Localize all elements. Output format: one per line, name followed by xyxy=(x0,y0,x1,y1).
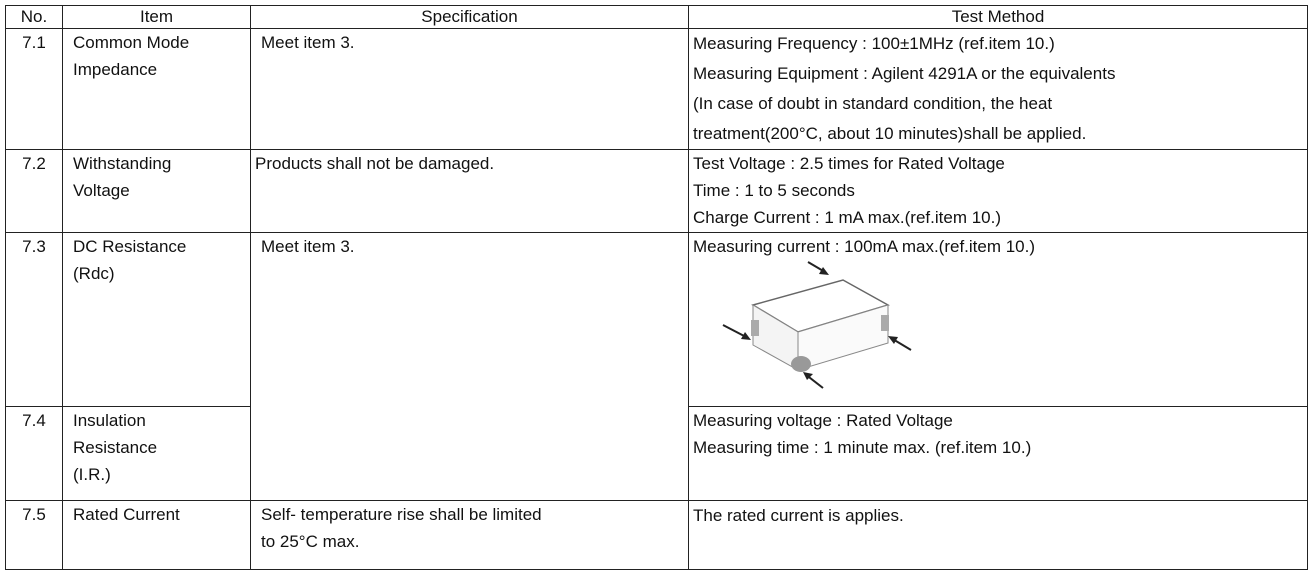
method-cell: The rated current is applies. xyxy=(689,501,1308,570)
cell-line: (Rdc) xyxy=(73,260,246,287)
cell-line: Voltage xyxy=(73,177,246,204)
spec-cell: Products shall not be damaged. xyxy=(251,150,689,233)
cell-line: DC Resistance xyxy=(73,233,246,260)
measurement-diagram xyxy=(693,260,913,395)
cell-line: Insulation xyxy=(73,407,246,434)
cell-line: Measuring Frequency : 100±1MHz (ref.item… xyxy=(693,29,1303,59)
page: No. Item Specification Test Method 7.1Co… xyxy=(0,0,1314,570)
cell-line: (In case of doubt in standard condition,… xyxy=(693,89,1303,119)
cell-line: Time : 1 to 5 seconds xyxy=(693,177,1303,204)
cell-line: Measuring time : 1 minute max. (ref.item… xyxy=(693,434,1303,461)
item-cell: Rated Current xyxy=(63,501,251,570)
cell-line: The rated current is applies. xyxy=(693,501,1303,531)
header-cell: Item xyxy=(63,6,251,29)
no-cell: 7.2 xyxy=(6,150,63,233)
cell-line: Withstanding xyxy=(73,150,246,177)
cell-line: Measuring voltage : Rated Voltage xyxy=(693,407,1303,434)
no-cell: 7.3 xyxy=(6,233,63,407)
header-cell: No. xyxy=(6,6,63,29)
cell-line: 7.2 xyxy=(10,150,58,177)
cell-line: (I.R.) xyxy=(73,461,246,488)
method-cell: Measuring Frequency : 100±1MHz (ref.item… xyxy=(689,29,1308,150)
method-cell: Measuring current : 100mA max.(ref.item … xyxy=(689,233,1308,407)
cell-line: Common Mode xyxy=(73,29,246,56)
cell-line: Self- temperature rise shall be limited xyxy=(255,501,684,528)
spec-cell: Meet item 3. xyxy=(251,233,689,501)
cell-line: Meet item 3. xyxy=(255,233,684,260)
cell-line: Charge Current : 1 mA max.(ref.item 10.) xyxy=(693,204,1303,231)
method-cell: Test Voltage : 2.5 times for Rated Volta… xyxy=(689,150,1308,233)
cell-line: Products shall not be damaged. xyxy=(255,150,684,177)
cell-line: Resistance xyxy=(73,434,246,461)
cell-line: Meet item 3. xyxy=(255,29,684,56)
cell-line: treatment(200°C, about 10 minutes)shall … xyxy=(693,119,1303,149)
cell-line: 7.1 xyxy=(10,29,58,56)
header-cell: Specification xyxy=(251,6,689,29)
no-cell: 7.5 xyxy=(6,501,63,570)
spec-cell: Meet item 3. xyxy=(251,29,689,150)
cell-line: Measuring current : 100mA max.(ref.item … xyxy=(693,233,1303,260)
cell-line: 7.3 xyxy=(10,233,58,260)
no-cell: 7.4 xyxy=(6,407,63,501)
header-row: No. Item Specification Test Method xyxy=(6,6,1308,29)
cell-line: 7.5 xyxy=(10,501,58,528)
cell-line: Measuring Equipment : Agilent 4291A or t… xyxy=(693,59,1303,89)
cell-line: to 25°C max. xyxy=(255,528,684,555)
cell-line: Impedance xyxy=(73,56,246,83)
cell-line: Test Voltage : 2.5 times for Rated Volta… xyxy=(693,150,1303,177)
header-cell: Test Method xyxy=(689,6,1308,29)
no-cell: 7.1 xyxy=(6,29,63,150)
cell-line: 7.4 xyxy=(10,407,58,434)
cell-line: Rated Current xyxy=(73,501,246,528)
item-cell: DC Resistance(Rdc) xyxy=(63,233,251,407)
